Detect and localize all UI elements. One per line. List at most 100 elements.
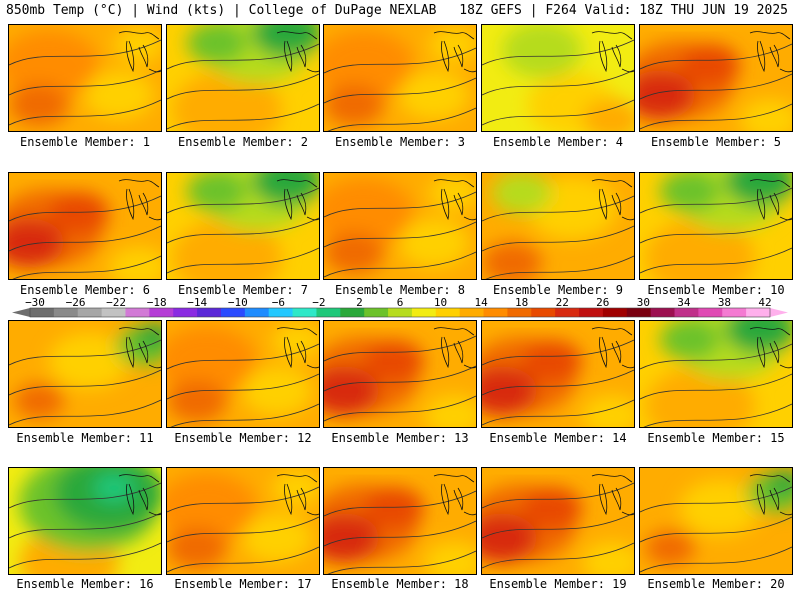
height-contour [170, 403, 319, 427]
height-contour [324, 251, 476, 278]
ensemble-member-map [8, 24, 162, 132]
colorbar-swatch [30, 308, 55, 317]
height-contour [12, 255, 161, 279]
ensemble-member-label: Ensemble Member: 13 [331, 431, 469, 445]
colorbar-swatch [626, 308, 652, 317]
height-contour [9, 399, 161, 426]
colorbar-swatch [674, 308, 699, 317]
ensemble-member-map [323, 467, 477, 575]
height-contour [482, 339, 634, 366]
height-contour [324, 47, 476, 74]
ensemble-member-map [323, 24, 477, 132]
great-lakes-outline [433, 31, 476, 73]
great-lakes-outline [749, 474, 792, 516]
height-contour [324, 77, 476, 104]
great-lakes-outline [591, 474, 634, 516]
colorbar-swatch [507, 308, 532, 317]
height-contour [640, 103, 792, 130]
ensemble-member-label: Ensemble Member: 11 [16, 431, 154, 445]
colorbar-swatch [125, 308, 150, 317]
height-contour [167, 516, 319, 543]
ensemble-member-label: Ensemble Member: 20 [647, 577, 785, 591]
height-contour [167, 217, 319, 244]
height-contour [640, 546, 792, 573]
colorbar-swatch [220, 308, 246, 317]
colorbar-tick-label: 18 [515, 296, 529, 309]
colorbar-swatch [579, 308, 604, 317]
height-contour [482, 69, 634, 96]
colorbar-tick-label: 34 [677, 296, 691, 309]
map-title: 850mb Temp (°C) | Wind (kts) | College o… [6, 3, 437, 18]
colorbar-tick-label: −26 [65, 296, 86, 309]
colorbar-swatch [364, 308, 389, 317]
height-contour [9, 99, 161, 126]
height-contour [482, 399, 634, 426]
ensemble-member-label: Ensemble Member: 3 [334, 135, 466, 149]
colorbar-swatch [197, 308, 222, 317]
height-contour [167, 546, 319, 573]
height-contour [640, 516, 792, 543]
height-contour [482, 369, 634, 396]
ensemble-member-map [639, 467, 793, 575]
height-contour [324, 395, 476, 422]
height-contour [640, 343, 792, 370]
height-contour [640, 486, 792, 513]
ensemble-member-map [323, 172, 477, 280]
height-contour [167, 43, 319, 70]
great-lakes-outline [276, 179, 319, 221]
colorbar-tick-label: −14 [187, 296, 208, 309]
height-contour [640, 43, 792, 70]
great-lakes-outline [749, 31, 792, 73]
colorbar-swatch [244, 308, 270, 317]
great-lakes-outline [118, 31, 161, 73]
ensemble-member-map [639, 320, 793, 428]
ensemble-member-label: Ensemble Member: 6 [19, 283, 151, 297]
colorbar-tick-label: −18 [146, 296, 167, 309]
ensemble-member-map [8, 172, 162, 280]
colorbar-swatch [340, 308, 365, 317]
colorbar-min-arrow [12, 308, 30, 317]
colorbar-swatch [746, 308, 771, 317]
colorbar-swatch [53, 308, 79, 317]
colorbar-swatch [483, 308, 508, 317]
colorbar-tick-label: 22 [555, 296, 569, 309]
ensemble-member-label: Ensemble Member: 4 [492, 135, 624, 149]
colorbar-swatch [411, 308, 437, 317]
ensemble-member-label: Ensemble Member: 16 [16, 577, 154, 591]
valid-time: 18Z GEFS | F264 Valid: 18Z THU JUN 19 20… [459, 3, 788, 18]
ensemble-member-label: Ensemble Member: 18 [331, 577, 469, 591]
ensemble-member-map [639, 24, 793, 132]
ensemble-member-map [481, 172, 635, 280]
colorbar-tick-label: −22 [106, 296, 127, 309]
height-contour [643, 403, 792, 427]
temperature-colorbar [12, 307, 788, 318]
great-lakes-outline [591, 179, 634, 221]
ensemble-member-label: Ensemble Member: 14 [489, 431, 627, 445]
great-lakes-outline [118, 474, 161, 516]
ensemble-member-map [481, 320, 635, 428]
height-contour [9, 225, 161, 252]
colorbar-tick-label: 30 [636, 296, 650, 309]
great-lakes-outline [749, 327, 792, 369]
colorbar-tick-label: 26 [596, 296, 610, 309]
great-lakes-outline [118, 327, 161, 369]
ensemble-member-map [481, 24, 635, 132]
great-lakes-outline [433, 327, 476, 369]
ensemble-member-label: Ensemble Member: 17 [174, 577, 312, 591]
colorbar-swatch [173, 308, 198, 317]
height-contour [324, 191, 476, 218]
height-contour [327, 550, 476, 574]
colorbar-swatch [650, 308, 676, 317]
height-contour [482, 195, 634, 222]
ensemble-member-label: Ensemble Member: 1 [19, 135, 151, 149]
height-contour [324, 221, 476, 248]
colorbar-tick-label: −6 [271, 296, 285, 309]
colorbar-tick-label: −2 [312, 296, 326, 309]
great-lakes-outline [276, 474, 319, 516]
ensemble-member-map [166, 320, 320, 428]
colorbar-swatch [268, 308, 294, 317]
great-lakes-outline [749, 179, 792, 221]
colorbar-swatch [101, 308, 126, 317]
ensemble-member-map [166, 467, 320, 575]
colorbar-swatch [459, 308, 485, 317]
